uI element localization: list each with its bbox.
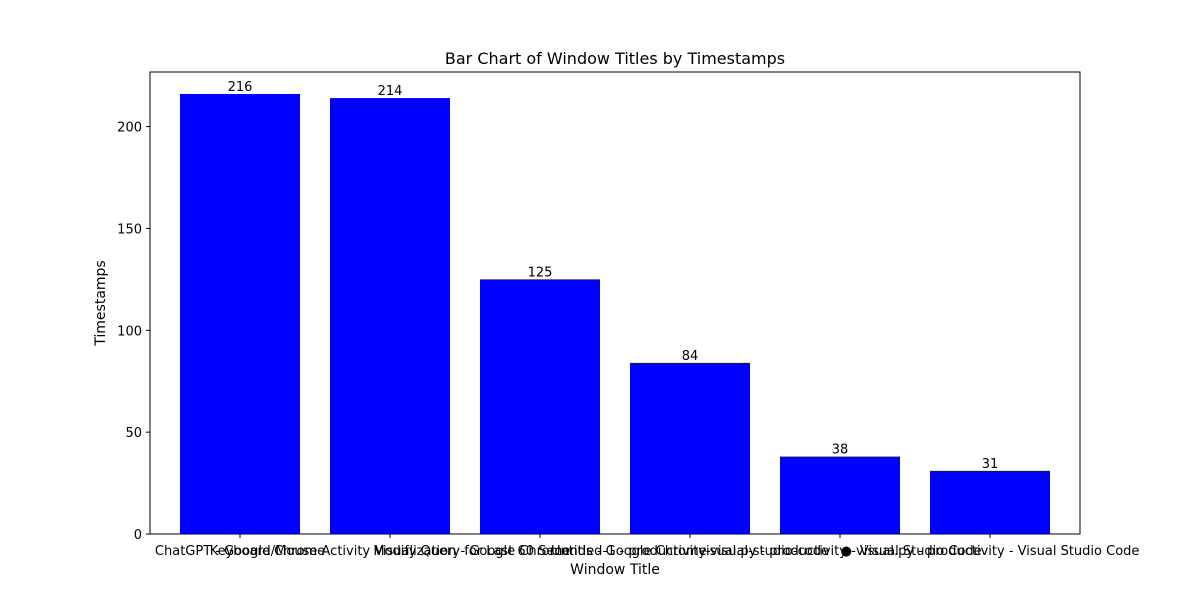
bar-value-label-5: 31 [982,457,999,472]
y-axis-label: Timestamps [93,260,109,346]
y-tick-label-1: 50 [125,426,142,441]
y-tick-label-0: 0 [134,528,142,543]
bar-value-label-2: 125 [528,265,553,280]
bars-group [180,94,1050,535]
plot-frame [149,71,1081,535]
x-tick-label-5: ● visual.py - productivity - Visual Stud… [841,544,1140,559]
y-axis: 0 50 100 150 200 [117,121,150,543]
x-tick-label-4: visual.py - productivity - Visual Studio… [698,544,981,559]
x-tick-label-1: Keyboard/Mouse Activity Visualization - … [210,544,571,559]
bar-value-label-1: 214 [378,84,403,99]
x-tick-label-3: Untitled-1 - productivity-visual-studio-… [551,544,829,559]
y-tick-label-4: 200 [117,121,142,136]
bar-5 [930,470,1050,534]
x-tick-label-0: ChatGPT - Google Chrome [155,544,325,559]
data-labels-group: 216 214 125 84 38 31 [228,80,999,472]
bar-1 [330,98,450,535]
bar-value-label-4: 38 [832,443,849,458]
y-tick-label-3: 150 [117,222,142,237]
bar-3 [630,362,750,534]
x-axis-label: Window Title [570,562,660,578]
bar-2 [480,279,600,534]
bar-0 [180,94,300,534]
bar-value-label-0: 216 [228,80,253,95]
chart-title: Bar Chart of Window Titles by Timestamps [445,49,785,68]
bar-value-label-3: 84 [682,349,699,364]
y-tick-label-2: 100 [117,324,142,339]
x-tick-label-2: Modify Query for Last 60 Seconds - Googl… [373,544,706,559]
bar-4 [780,456,900,534]
